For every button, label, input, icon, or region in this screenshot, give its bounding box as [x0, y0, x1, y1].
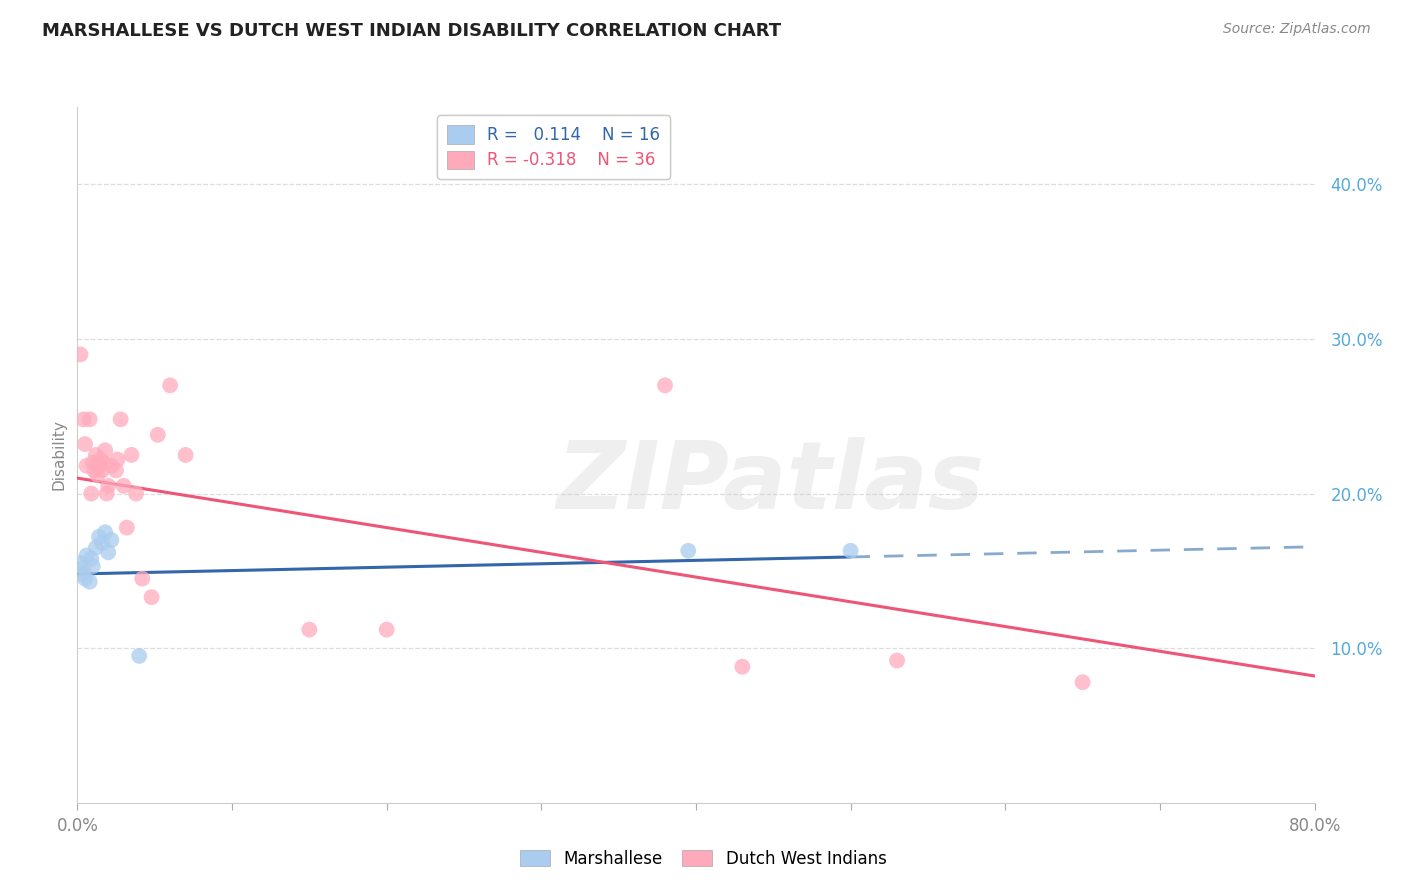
Point [90, 452, 111, 467]
Point [886, 654, 908, 668]
Y-axis label: Disability: Disability [51, 419, 66, 491]
Point [298, 623, 321, 637]
Point [80, 551, 103, 566]
Point [654, 378, 676, 392]
Point [69, 556, 91, 570]
Point [375, 623, 398, 637]
Point [125, 486, 148, 500]
Point [87, 458, 110, 473]
Point [86, 468, 108, 483]
Text: ZIPatlas: ZIPatlas [557, 437, 984, 529]
Point [87, 530, 110, 544]
Point [91, 463, 114, 477]
Point [82, 559, 104, 574]
Point [80, 486, 103, 500]
Text: Source: ZipAtlas.com: Source: ZipAtlas.com [1223, 22, 1371, 37]
Point [141, 590, 163, 604]
Point [72, 412, 94, 426]
Point [678, 543, 700, 558]
Point [131, 572, 153, 586]
Legend: R =   0.114    N = 16, R = -0.318    N = 36: R = 0.114 N = 16, R = -0.318 N = 36 [437, 115, 671, 179]
Point [112, 479, 135, 493]
Point [110, 412, 132, 426]
Point [97, 545, 120, 559]
Point [75, 572, 96, 586]
Point [69, 347, 91, 361]
Point [75, 437, 96, 451]
Point [93, 456, 115, 470]
Point [83, 463, 105, 477]
Point [84, 448, 107, 462]
Point [79, 412, 101, 426]
Point [1071, 675, 1094, 690]
Point [107, 452, 129, 467]
Point [128, 648, 150, 663]
Point [100, 458, 122, 473]
Point [174, 448, 197, 462]
Text: MARSHALLESE VS DUTCH WEST INDIAN DISABILITY CORRELATION CHART: MARSHALLESE VS DUTCH WEST INDIAN DISABIL… [42, 22, 782, 40]
Point [96, 486, 118, 500]
Point [76, 549, 98, 563]
Point [72, 561, 94, 575]
Point [97, 479, 120, 493]
Point [115, 520, 138, 534]
Point [100, 533, 122, 547]
Point [76, 458, 98, 473]
Point [146, 427, 169, 442]
Point [121, 448, 143, 462]
Point [94, 443, 117, 458]
Point [91, 536, 114, 550]
Point [159, 378, 181, 392]
Point [84, 541, 107, 555]
Legend: Marshallese, Dutch West Indians: Marshallese, Dutch West Indians [513, 844, 893, 875]
Point [105, 463, 127, 477]
Point [731, 659, 754, 673]
Point [94, 525, 117, 540]
Point [82, 456, 104, 470]
Point [70, 566, 93, 581]
Point [79, 574, 101, 589]
Point [839, 543, 862, 558]
